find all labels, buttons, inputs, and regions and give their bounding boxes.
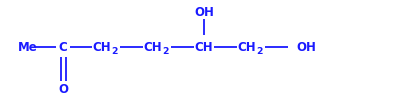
- Text: O: O: [58, 83, 68, 96]
- Text: 2: 2: [256, 47, 262, 56]
- Text: 2: 2: [162, 47, 168, 56]
- Text: Me: Me: [18, 41, 38, 54]
- Text: 2: 2: [111, 47, 117, 56]
- Text: C: C: [59, 41, 67, 54]
- Text: CH: CH: [238, 41, 256, 54]
- Text: CH: CH: [195, 41, 213, 54]
- Text: OH: OH: [194, 5, 214, 18]
- Text: OH: OH: [296, 41, 316, 54]
- Text: CH: CH: [93, 41, 111, 54]
- Text: CH: CH: [144, 41, 162, 54]
